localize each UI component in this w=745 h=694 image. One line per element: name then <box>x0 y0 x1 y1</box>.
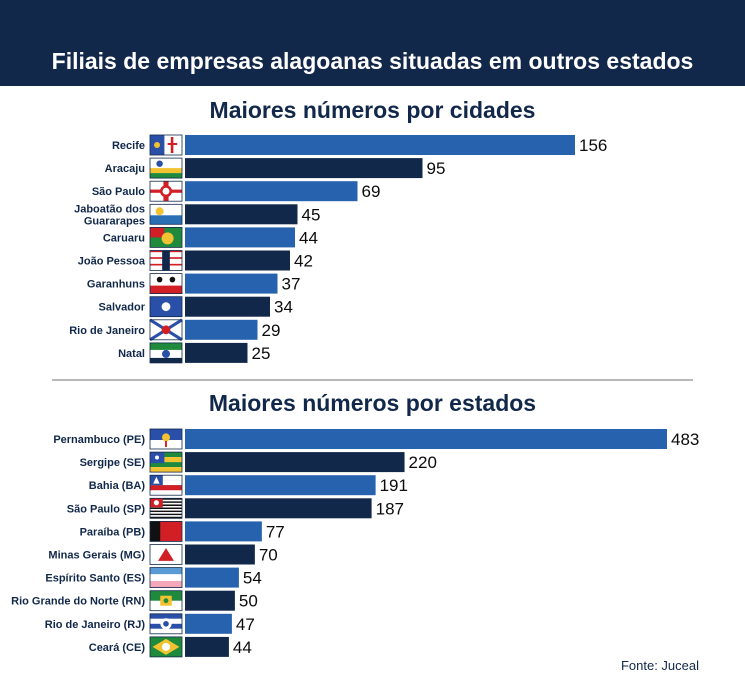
value-label: 156 <box>579 136 607 155</box>
value-label: 47 <box>236 615 255 634</box>
bahia-flag-icon <box>149 474 183 496</box>
category-label: Sergipe (SE) <box>80 457 146 469</box>
category-label: Bahia (BA) <box>89 480 146 492</box>
states-chart-title: Maiores números por estados <box>208 390 537 416</box>
sao-paulo-city-flag-icon <box>149 180 183 202</box>
bar <box>185 319 258 340</box>
ceara-flag-icon <box>149 636 183 658</box>
source-note: Fonte: Juceal <box>620 658 699 673</box>
header-bar: Filiais de empresas alagoanas situadas e… <box>0 0 745 86</box>
category-label: Rio Grande do Norte (RN) <box>11 596 145 608</box>
category-label: Paraíba (PB) <box>80 526 146 538</box>
category-label: Pernambuco (PE) <box>53 434 145 446</box>
category-label: Salvador <box>99 302 146 314</box>
category-label: São Paulo (SP) <box>67 503 146 515</box>
salvador-flag-icon <box>149 296 183 318</box>
category-label: Aracaju <box>105 163 145 175</box>
value-label: 44 <box>233 638 252 657</box>
value-label: 29 <box>262 321 281 340</box>
minas-gerais-flag-icon <box>149 544 183 565</box>
value-label: 220 <box>409 453 437 472</box>
bar <box>185 158 423 179</box>
bar <box>185 204 298 225</box>
rio-de-janeiro-state-flag-icon <box>149 613 183 635</box>
bar <box>185 250 290 271</box>
bar <box>185 475 376 496</box>
sergipe-flag-icon <box>149 451 183 473</box>
value-label: 45 <box>302 205 321 224</box>
bar <box>185 613 232 634</box>
category-label: Rio de Janeiro <box>69 325 145 337</box>
bar <box>185 636 229 657</box>
category-label: Recife <box>112 140 145 152</box>
recife-flag-icon <box>149 134 183 156</box>
sao-paulo-state-flag-icon <box>149 497 183 519</box>
bar <box>185 567 239 588</box>
value-label: 54 <box>243 569 262 588</box>
value-label: 37 <box>282 275 301 294</box>
bar <box>185 590 235 611</box>
bar <box>185 521 262 542</box>
value-label: 42 <box>294 252 313 271</box>
rio-grande-do-norte-flag-icon <box>149 590 183 612</box>
pernambuco-flag-icon <box>149 428 183 450</box>
category-label: Rio de Janeiro (RJ) <box>45 619 146 631</box>
category-label: Garanhuns <box>87 279 145 291</box>
espirito-santo-flag-icon <box>149 567 183 589</box>
category-label: Jaboatão dos Guararapes <box>74 203 145 227</box>
bar <box>185 227 295 248</box>
aracaju-flag-icon <box>149 157 183 179</box>
category-label: Ceará (CE) <box>89 642 146 654</box>
bar <box>185 498 372 519</box>
rio-de-janeiro-city-flag-icon <box>149 318 183 342</box>
value-label: 50 <box>239 592 258 611</box>
bar <box>185 273 278 294</box>
value-label: 70 <box>259 546 278 565</box>
bar <box>185 544 255 565</box>
jaboatao-flag-icon <box>149 203 183 225</box>
value-label: 44 <box>299 228 318 247</box>
value-label: 77 <box>266 522 285 541</box>
states-bar-chart: Pernambuco (PE) 483 Sergipe (SE) 220 Bahia (… <box>11 428 699 658</box>
bar <box>185 181 358 202</box>
value-label: 69 <box>362 182 381 201</box>
bar <box>185 429 667 449</box>
joao-pessoa-flag-icon <box>149 250 183 271</box>
bar <box>185 452 405 473</box>
bar <box>185 342 248 363</box>
value-label: 483 <box>671 430 699 449</box>
natal-flag-icon <box>149 342 183 364</box>
page-title: Filiais de empresas alagoanas situadas e… <box>51 48 694 74</box>
cities-chart-title: Maiores números por cidades <box>209 97 536 123</box>
category-label: São Paulo <box>92 186 145 198</box>
value-label: 34 <box>274 298 293 317</box>
bar <box>185 135 575 155</box>
value-label: 95 <box>427 159 446 178</box>
value-label: 191 <box>380 476 408 495</box>
category-label: Natal <box>118 348 145 360</box>
garanhuns-flag-icon <box>149 273 183 295</box>
cities-bar-chart: Recife 156 Aracaju 95 São Paulo 69 Jaboatão do… <box>69 134 607 364</box>
section-divider <box>52 379 693 381</box>
category-label: Caruaru <box>103 232 145 244</box>
value-label: 25 <box>252 344 271 363</box>
bar <box>185 296 270 317</box>
category-label: Minas Gerais (MG) <box>48 550 145 562</box>
value-label: 187 <box>376 499 404 518</box>
category-label: Espírito Santo (ES) <box>45 573 145 585</box>
caruaru-flag-icon <box>149 227 183 248</box>
paraiba-flag-icon <box>149 521 183 542</box>
category-label: João Pessoa <box>78 256 146 268</box>
